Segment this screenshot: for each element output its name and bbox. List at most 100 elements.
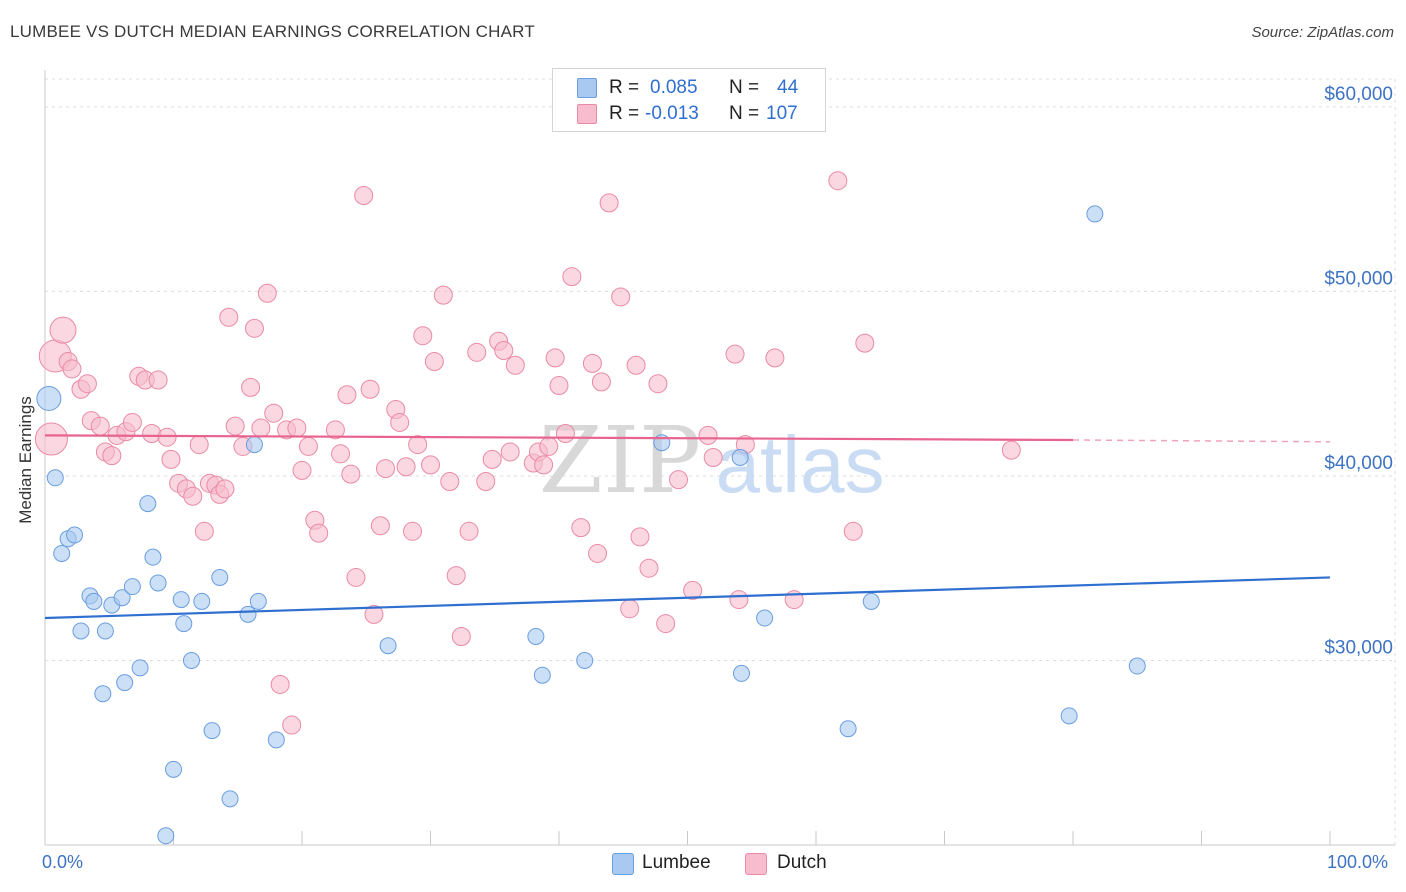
legend-n-value: 107 bbox=[766, 103, 798, 124]
point-dutch bbox=[765, 348, 785, 368]
point-dutch bbox=[413, 326, 433, 346]
bottom-legend-swatch-dutch bbox=[745, 853, 767, 875]
y-tick-label: $40,000 bbox=[1324, 453, 1393, 474]
point-dutch bbox=[843, 521, 863, 541]
point-dutch bbox=[390, 412, 410, 432]
point-lumbee bbox=[94, 685, 112, 703]
point-dutch bbox=[703, 448, 723, 467]
point-dutch bbox=[500, 442, 520, 462]
point-dutch bbox=[161, 449, 181, 469]
point-dutch bbox=[476, 471, 496, 491]
point-dutch bbox=[599, 193, 619, 213]
point-lumbee bbox=[756, 609, 774, 627]
point-dutch bbox=[287, 418, 307, 438]
point-lumbee bbox=[379, 637, 397, 655]
point-dutch bbox=[215, 479, 235, 499]
point-dutch bbox=[571, 518, 591, 538]
point-lumbee bbox=[731, 449, 749, 466]
point-dutch bbox=[148, 370, 168, 390]
point-dutch bbox=[549, 376, 569, 396]
trend-line-lumbee bbox=[44, 576, 1331, 620]
point-dutch bbox=[264, 403, 284, 423]
point-dutch bbox=[539, 436, 559, 456]
point-lumbee bbox=[245, 436, 263, 454]
point-lumbee bbox=[175, 615, 193, 633]
point-dutch bbox=[346, 567, 366, 587]
point-lumbee bbox=[157, 827, 175, 845]
point-lumbee bbox=[267, 731, 285, 749]
point-dutch bbox=[648, 374, 668, 394]
point-dutch bbox=[298, 436, 318, 456]
point-lumbee bbox=[182, 651, 200, 669]
point-lumbee bbox=[72, 622, 90, 640]
x-tick-label-min: 0.0% bbox=[42, 852, 84, 872]
point-dutch bbox=[611, 287, 631, 307]
point-lumbee bbox=[862, 592, 880, 610]
point-dutch bbox=[446, 566, 466, 586]
point-dutch bbox=[459, 521, 479, 541]
point-lumbee bbox=[113, 589, 131, 607]
point-dutch bbox=[194, 521, 214, 541]
axes bbox=[44, 70, 1395, 846]
legend-n-label: N = bbox=[729, 77, 760, 98]
y-tick-labels: $30,000 $40,000 $50,000 $60,000 bbox=[1324, 84, 1393, 659]
point-dutch bbox=[424, 352, 444, 372]
point-dutch bbox=[241, 377, 261, 397]
point-dutch bbox=[49, 316, 77, 344]
y-tick-label: $60,000 bbox=[1324, 84, 1393, 105]
point-dutch bbox=[591, 372, 611, 392]
legend-swatch-lumbee bbox=[577, 78, 597, 98]
legend-swatch-dutch bbox=[577, 104, 597, 124]
point-dutch bbox=[219, 307, 239, 327]
legend-r-value: -0.013 bbox=[645, 103, 699, 124]
trend-line-dutch bbox=[44, 434, 1074, 442]
point-dutch bbox=[376, 459, 396, 479]
point-lumbee bbox=[211, 568, 229, 586]
legend-r-label: R = bbox=[609, 77, 640, 98]
point-dutch bbox=[620, 599, 640, 619]
legend-r-value: 0.085 bbox=[650, 77, 698, 98]
point-lumbee bbox=[533, 666, 551, 684]
point-dutch bbox=[292, 460, 312, 480]
point-lumbee bbox=[527, 627, 545, 645]
point-dutch bbox=[545, 348, 565, 368]
point-dutch bbox=[257, 283, 277, 303]
point-dutch bbox=[309, 523, 329, 543]
point-dutch bbox=[855, 333, 875, 353]
point-lumbee bbox=[1060, 707, 1078, 725]
point-dutch bbox=[325, 420, 345, 440]
point-dutch bbox=[341, 464, 361, 484]
point-dutch bbox=[251, 418, 271, 438]
point-dutch bbox=[331, 444, 351, 464]
point-dutch bbox=[189, 435, 209, 455]
point-dutch bbox=[122, 412, 142, 432]
point-dutch bbox=[482, 449, 502, 469]
bottom-legend-label-dutch: Dutch bbox=[777, 852, 827, 873]
point-lumbee bbox=[239, 605, 257, 623]
legend-n-label: N = bbox=[729, 103, 760, 124]
data-points bbox=[34, 101, 1146, 845]
point-dutch bbox=[451, 626, 471, 646]
point-dutch bbox=[354, 185, 374, 205]
point-lumbee bbox=[249, 592, 267, 610]
point-dutch bbox=[396, 457, 416, 477]
point-dutch bbox=[440, 471, 460, 491]
source-label: Source: ZipAtlas.com bbox=[1251, 24, 1394, 41]
point-lumbee bbox=[1086, 205, 1104, 223]
point-lumbee bbox=[839, 720, 857, 738]
point-dutch bbox=[725, 344, 745, 364]
point-dutch bbox=[183, 486, 203, 506]
point-dutch bbox=[588, 543, 608, 563]
point-dutch bbox=[494, 340, 514, 360]
point-dutch bbox=[669, 470, 689, 490]
point-lumbee bbox=[193, 592, 211, 610]
y-tick-label: $30,000 bbox=[1324, 637, 1393, 658]
trend-extension-dutch bbox=[1072, 439, 1331, 443]
watermark: ZIP atlas bbox=[539, 407, 885, 514]
point-dutch bbox=[582, 353, 602, 373]
point-dutch bbox=[433, 285, 453, 305]
point-dutch bbox=[157, 427, 177, 447]
point-lumbee bbox=[131, 659, 149, 677]
bottom-legend-swatch-lumbee bbox=[612, 853, 634, 875]
